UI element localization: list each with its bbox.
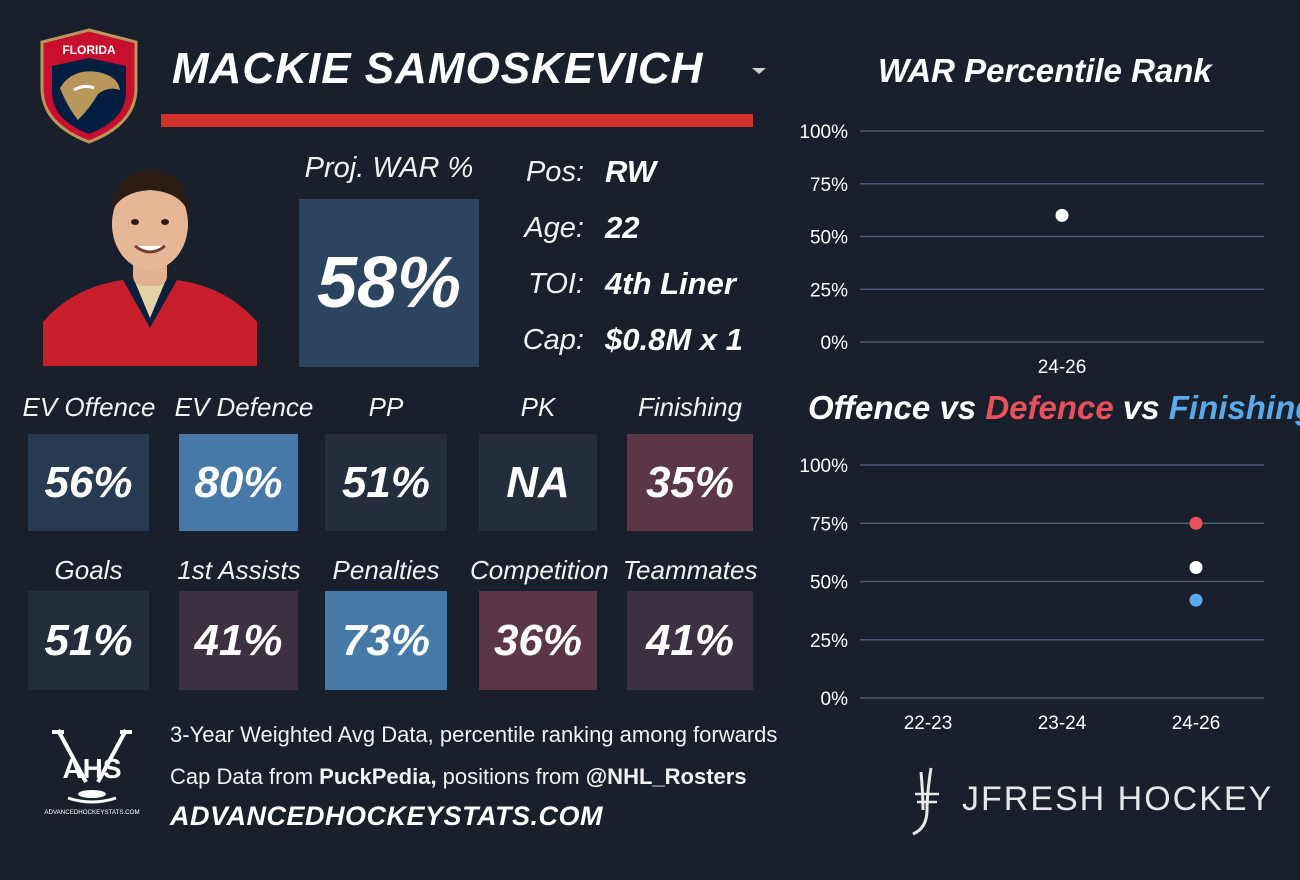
source-nhl-rosters: @NHL_Rosters (585, 764, 747, 789)
stat-box-finishing: 35% (627, 434, 753, 531)
florida-panthers-logo: FLORIDA (40, 28, 138, 144)
chart2-ytick-label: 25% (810, 631, 848, 652)
chart2-ytick-label: 75% (810, 514, 848, 535)
footer-sources-mid: positions from (436, 764, 586, 789)
chart2-point (1189, 516, 1203, 530)
stat-box-goals: 51% (28, 591, 149, 690)
stat-box-ev-offence: 56% (28, 434, 149, 531)
stat-box-pk: NA (479, 434, 597, 531)
info-value-toi: 4th Liner (605, 266, 736, 301)
chart2-title-offence: Offence (808, 389, 931, 426)
stat-label-1st-assists: 1st Assists (177, 555, 301, 585)
stat-box-ev-defence: 80% (179, 434, 298, 531)
player-photo (43, 152, 257, 366)
name-underline (161, 114, 753, 127)
proj-war-label: Proj. WAR % (304, 152, 474, 184)
chart2-ytick-label: 0% (821, 689, 849, 710)
player-name: MACKIE SAMOSKEVICH (172, 44, 704, 93)
footer-sources: Cap Data from PuckPedia, positions from … (170, 764, 747, 790)
chart2-xtick-label: 24-26 (1172, 713, 1221, 734)
chart1-ytick-label: 50% (810, 228, 848, 249)
footer-note: 3-Year Weighted Avg Data, percentile ran… (170, 722, 778, 747)
info-label-age: Age: (524, 212, 584, 244)
stat-box-pp: 51% (325, 434, 447, 531)
chart1-xtick-label: 24-26 (1038, 357, 1087, 378)
info-label-toi: TOI: (528, 268, 584, 300)
stat-box-teammates: 41% (627, 591, 753, 690)
chevron-down-icon[interactable] (750, 66, 768, 76)
chart1-ytick-label: 25% (810, 280, 848, 301)
chart2-point (1189, 561, 1203, 575)
stat-box-1st-assists: 41% (179, 591, 298, 690)
stat-box-competition: 36% (479, 591, 597, 690)
chart2-title-vs-1: vs (930, 389, 986, 426)
chart2-xtick-label: 22-23 (904, 713, 953, 734)
offence-defence-finishing-chart: 0% 25% 50% 75% 100% 22-23 23-24 24-26 (799, 456, 1264, 734)
stat-label-pk: PK (520, 392, 556, 422)
chart2-ytick-label: 50% (810, 573, 848, 594)
ahs-logo-text: AHS (62, 753, 121, 784)
chart2-title-vs-2: vs (1113, 389, 1169, 426)
info-value-age: 22 (605, 210, 640, 245)
chart2-title-defence: Defence (985, 389, 1114, 426)
chart1-title: WAR Percentile Rank (878, 52, 1212, 89)
chart1-point (1055, 208, 1069, 222)
war-percentile-chart: 0% 25% 50% 75% 100% 24-26 (799, 122, 1264, 378)
stat-label-ev-offence: EV Offence (22, 392, 156, 422)
source-puckpedia: PuckPedia, (319, 764, 437, 789)
chart1-ytick-label: 100% (799, 122, 848, 143)
chart2-point (1189, 593, 1203, 607)
logo-text: FLORIDA (62, 43, 116, 57)
stat-label-pp: PP (368, 392, 404, 422)
info-value-cap: $0.8M x 1 (605, 322, 743, 357)
chart2-title: Offence vs Defence vs Finishing (808, 389, 1300, 427)
footer-sources-pre: Cap Data from (170, 764, 320, 789)
info-label-pos: Pos: (525, 156, 584, 188)
chart1-ytick-label: 0% (821, 333, 849, 354)
stat-label-competition: Competition (470, 555, 609, 585)
info-value-pos: RW (605, 154, 657, 189)
chart1-ytick-label: 75% (810, 175, 848, 196)
stat-label-ev-defence: EV Defence (174, 392, 314, 422)
stat-label-teammates: Teammates (622, 555, 758, 585)
stat-label-finishing: Finishing (637, 392, 743, 422)
stat-label-penalties: Penalties (332, 555, 440, 585)
stat-label-goals: Goals (54, 555, 123, 585)
jfresh-hockey-logo-icon (912, 767, 939, 836)
info-label-cap: Cap: (522, 324, 584, 356)
ahs-logo-small-text: ADVANCEDHOCKEYSTATS.COM (44, 809, 139, 816)
jfresh-hockey-brand: JFRESH HOCKEY (962, 780, 1274, 818)
ahs-logo: AHS ADVANCEDHOCKEYSTATS.COM (44, 729, 140, 816)
proj-war-value: 58% (299, 199, 479, 367)
chart2-xtick-label: 23-24 (1038, 713, 1087, 734)
chart2-ytick-label: 100% (799, 456, 848, 477)
stat-box-penalties: 73% (325, 591, 447, 690)
site-url: ADVANCEDHOCKEYSTATS.COM (170, 801, 604, 831)
chart2-title-finishing: Finishing (1168, 389, 1300, 426)
